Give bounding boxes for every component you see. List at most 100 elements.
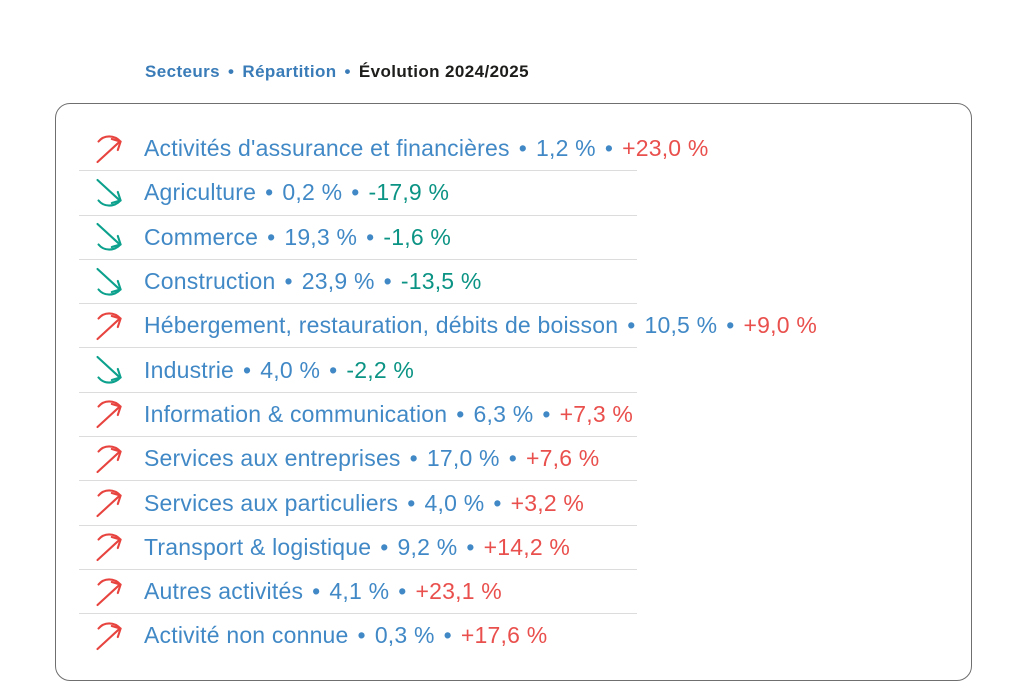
share-value: 19,3 % — [284, 223, 358, 250]
sector-label: Commerce — [144, 223, 259, 250]
sector-label: Information & communication — [144, 400, 448, 427]
evolution-value: +14,2 % — [483, 533, 571, 560]
sector-row[interactable]: Activités d'assurance et financières • 1… — [56, 127, 971, 170]
sector-row[interactable]: Services aux particuliers • 4,0 % • +3,2… — [56, 481, 971, 524]
share-value: 17,0 % — [426, 445, 500, 472]
trend-down-arrow-icon — [96, 356, 122, 384]
trend-up-arrow-icon — [96, 577, 122, 606]
bullet-separator: • — [493, 489, 502, 516]
sector-label: Agriculture — [144, 179, 257, 206]
evolution-value: +7,3 % — [559, 400, 634, 427]
sector-label: Hébergement, restauration, débits de boi… — [144, 312, 619, 339]
bullet-separator: • — [344, 62, 351, 81]
bullet-separator: • — [604, 135, 614, 162]
share-value: 4,1 % — [329, 578, 390, 605]
sector-row[interactable]: Construction • 23,9 % • -13,5 % — [56, 260, 971, 303]
bullet-separator: • — [312, 578, 321, 605]
row-divider — [79, 258, 637, 260]
tab-secteurs[interactable]: Secteurs — [145, 62, 221, 81]
trend-up-arrow-icon — [96, 445, 122, 473]
bullet-separator: • — [456, 400, 465, 427]
sector-row[interactable]: Industrie • 4,0 % • -2,2 % — [56, 348, 971, 391]
bullet-separator: • — [542, 400, 551, 427]
sector-row[interactable]: Autres activités • 4,1 % • +23,1 % — [56, 570, 971, 613]
row-divider — [79, 568, 637, 570]
sector-row[interactable]: Transport & logistique • 9,2 % • +14,2 % — [56, 526, 971, 569]
trend-up-arrow-icon — [96, 400, 122, 429]
evolution-value: -17,9 % — [368, 179, 450, 206]
bullet-separator: • — [407, 489, 416, 516]
share-value: 4,0 % — [424, 489, 485, 516]
bullet-separator: • — [351, 179, 360, 206]
bullet-separator: • — [228, 62, 235, 81]
evolution-value: +23,1 % — [415, 578, 502, 605]
share-value: 1,2 % — [535, 135, 596, 162]
sector-label: Services aux entreprises — [144, 445, 401, 472]
row-divider — [79, 436, 637, 438]
bullet-separator: • — [627, 312, 636, 339]
trend-up-arrow-icon — [96, 312, 122, 340]
evolution-value: +9,0 % — [743, 312, 817, 339]
bullet-separator: • — [243, 356, 252, 383]
sector-label: Activités d'assurance et financières — [144, 135, 510, 162]
row-divider — [79, 347, 637, 349]
row-divider — [79, 391, 637, 393]
bullet-separator: • — [443, 622, 452, 649]
bullet-separator: • — [329, 356, 338, 383]
trend-down-arrow-icon — [96, 267, 122, 296]
row-divider — [79, 214, 637, 216]
bullet-separator: • — [380, 533, 389, 560]
evolution-value: +3,2 % — [510, 489, 585, 516]
bullet-separator: • — [508, 445, 517, 472]
evolution-value: +7,6 % — [525, 445, 600, 472]
bullet-separator: • — [398, 578, 407, 605]
sector-label: Transport & logistique — [144, 533, 372, 560]
row-divider — [79, 613, 637, 615]
evolution-value: -1,6 % — [383, 223, 452, 250]
tab-repartition[interactable]: Répartition — [242, 62, 337, 81]
share-value: 4,0 % — [260, 356, 321, 383]
trend-down-arrow-icon — [96, 178, 122, 207]
sector-label: Industrie — [144, 356, 235, 383]
tab-evolution[interactable]: Évolution 2024/2025 — [358, 62, 529, 81]
share-value: 10,5 % — [644, 312, 718, 339]
share-value: 0,3 % — [374, 622, 435, 649]
share-value: 0,2 % — [282, 179, 343, 206]
bullet-separator: • — [466, 533, 475, 560]
evolution-value: -2,2 % — [346, 356, 415, 383]
evolution-value: +17,6 % — [460, 622, 548, 649]
bullet-separator: • — [383, 268, 392, 295]
evolution-value: -13,5 % — [400, 268, 482, 295]
trend-up-arrow-icon — [96, 622, 122, 650]
row-divider — [79, 303, 637, 305]
share-value: 9,2 % — [397, 533, 458, 560]
row-divider — [79, 170, 637, 172]
trend-down-arrow-icon — [96, 223, 122, 251]
bullet-separator: • — [267, 223, 276, 250]
sector-row[interactable]: Information & communication • 6,3 % • +7… — [56, 393, 971, 436]
row-divider — [79, 480, 637, 482]
sector-label: Construction — [144, 268, 276, 295]
sector-row[interactable]: Activité non connue • 0,3 % • +17,6 % — [56, 614, 971, 657]
share-value: 6,3 % — [473, 400, 534, 427]
bullet-separator: • — [284, 268, 293, 295]
row-divider — [79, 524, 637, 526]
bullet-separator: • — [726, 312, 735, 339]
sector-row[interactable]: Agriculture • 0,2 % • -17,9 % — [56, 171, 971, 214]
sector-row[interactable]: Services aux entreprises • 17,0 % • +7,6… — [56, 437, 971, 480]
trend-up-arrow-icon — [96, 489, 122, 518]
trend-up-arrow-icon — [96, 135, 122, 163]
bullet-separator: • — [357, 622, 366, 649]
sector-label: Activité non connue — [144, 622, 349, 649]
sector-label: Services aux particuliers — [144, 489, 399, 516]
share-value: 23,9 % — [301, 268, 375, 295]
bullet-separator: • — [518, 135, 527, 162]
sector-label: Autres activités — [144, 578, 304, 605]
sector-list: Activités d'assurance et financières • 1… — [56, 127, 971, 658]
trend-up-arrow-icon — [96, 533, 122, 562]
evolution-value: +23,0 % — [622, 135, 709, 162]
bullet-separator: • — [265, 179, 274, 206]
sector-row[interactable]: Hébergement, restauration, débits de boi… — [56, 304, 971, 347]
sector-row[interactable]: Commerce • 19,3 % • -1,6 % — [56, 216, 971, 259]
